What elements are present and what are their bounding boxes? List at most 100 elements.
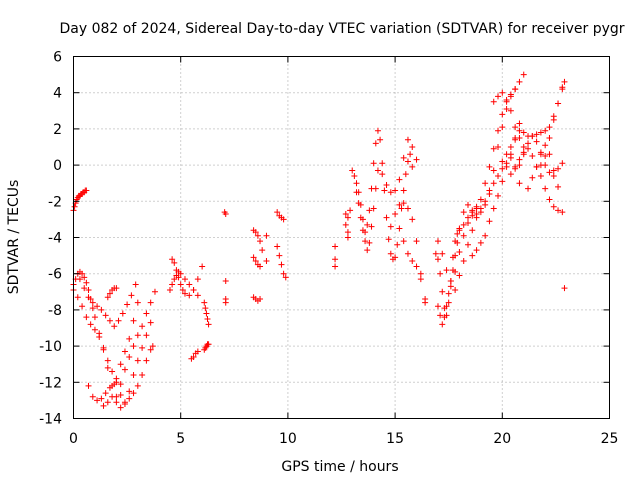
data-point — [147, 319, 154, 326]
series-seg09 — [166, 268, 201, 299]
series-seg23 — [452, 86, 519, 293]
data-point — [383, 182, 390, 189]
data-point — [490, 145, 497, 152]
data-point — [85, 286, 92, 293]
data-point — [520, 129, 527, 136]
data-point — [404, 136, 411, 143]
data-point — [542, 127, 549, 134]
series-seg21 — [434, 71, 527, 328]
data-point — [100, 344, 107, 351]
data-point — [525, 140, 532, 147]
data-point — [404, 205, 411, 212]
data-point — [85, 382, 92, 389]
data-point — [537, 129, 544, 136]
data-point — [499, 178, 506, 185]
data-point — [499, 89, 506, 96]
x-tick-label: 0 — [69, 431, 78, 447]
y-tick-label: -2 — [48, 194, 62, 210]
data-point — [537, 162, 544, 169]
data-point — [392, 187, 399, 194]
data-point — [274, 243, 281, 250]
data-point — [71, 203, 78, 210]
data-point — [447, 277, 454, 284]
data-point — [282, 274, 289, 281]
data-point — [186, 281, 193, 288]
data-point — [486, 187, 493, 194]
data-point — [379, 160, 386, 167]
data-point — [377, 136, 384, 143]
data-point — [525, 145, 532, 152]
series-seg20 — [432, 120, 523, 319]
data-point — [263, 232, 270, 239]
y-tick-label: -14 — [39, 412, 62, 428]
series-seg06 — [100, 343, 156, 411]
data-point — [344, 229, 351, 236]
data-point — [409, 163, 416, 170]
data-point — [130, 372, 137, 379]
series-seg24 — [469, 154, 523, 259]
data-point — [439, 250, 446, 257]
series-seg30 — [537, 78, 568, 169]
data-point — [503, 151, 510, 158]
data-point — [400, 200, 407, 207]
data-point — [546, 196, 553, 203]
data-point — [383, 214, 390, 221]
series-seg10 — [188, 348, 201, 362]
data-point — [94, 303, 101, 310]
data-point — [559, 86, 566, 93]
data-point — [149, 343, 156, 350]
data-point — [347, 207, 354, 214]
data-point — [126, 388, 133, 395]
data-point — [177, 270, 184, 277]
data-point — [134, 357, 141, 364]
data-point — [139, 372, 146, 379]
data-point — [111, 381, 118, 388]
data-point — [117, 361, 124, 368]
data-point — [94, 397, 101, 404]
data-point — [370, 160, 377, 167]
data-point — [490, 98, 497, 105]
data-point — [357, 214, 364, 221]
series-seg05 — [85, 299, 141, 404]
data-point — [464, 214, 471, 221]
data-point — [542, 153, 549, 160]
data-point — [404, 158, 411, 165]
axis-ticks — [73, 56, 610, 419]
x-tick-label: 25 — [601, 431, 619, 447]
data-point — [400, 154, 407, 161]
data-point — [368, 223, 375, 230]
data-point — [512, 86, 519, 93]
data-point — [139, 344, 146, 351]
data-point — [143, 332, 150, 339]
data-point — [106, 384, 113, 391]
data-point — [115, 317, 122, 324]
data-point — [392, 210, 399, 217]
data-point — [422, 299, 429, 306]
data-point — [372, 140, 379, 147]
data-point — [151, 288, 158, 295]
data-point — [417, 270, 424, 277]
data-point — [355, 200, 362, 207]
data-point — [257, 296, 264, 303]
data-point — [482, 232, 489, 239]
x-axis-title: GPS time / hours — [281, 459, 398, 475]
data-point — [507, 107, 514, 114]
data-point — [109, 368, 116, 375]
data-point — [460, 232, 467, 239]
data-point — [555, 100, 562, 107]
data-point — [104, 357, 111, 364]
series-seg26 — [499, 84, 566, 165]
data-point — [98, 306, 105, 313]
data-point — [364, 247, 371, 254]
data-point — [396, 176, 403, 183]
data-point — [439, 321, 446, 328]
series-seg12 — [221, 209, 229, 306]
data-point — [134, 299, 141, 306]
data-point — [464, 220, 471, 227]
data-point — [342, 221, 349, 228]
data-point — [79, 270, 86, 277]
data-point — [276, 252, 283, 259]
data-point — [529, 174, 536, 181]
data-point — [516, 162, 523, 169]
data-point — [194, 276, 201, 283]
